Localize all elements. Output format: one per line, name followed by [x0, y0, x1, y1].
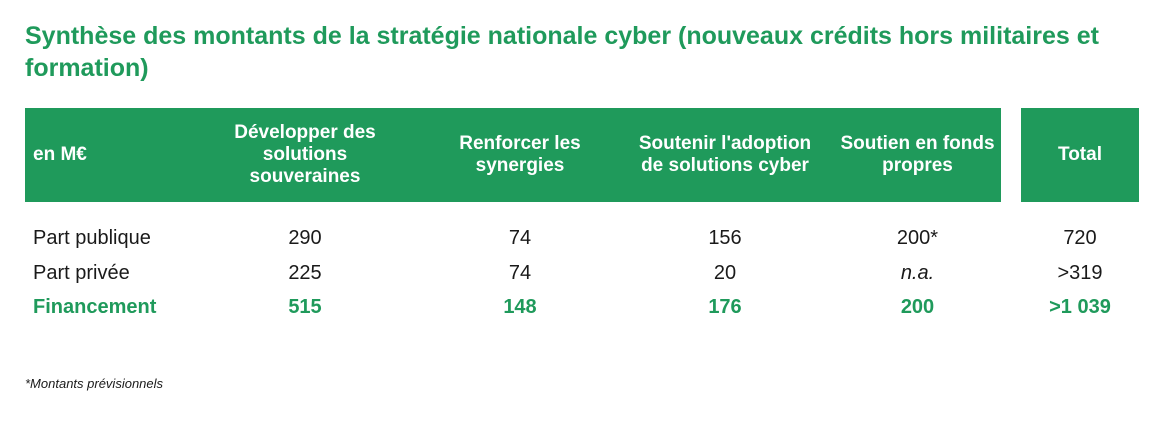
table-row: Part publique 290 74 156 200* 720	[0, 221, 1164, 255]
header-solutions-souveraines: Développer des solutions souveraines	[234, 122, 376, 187]
footnote: *Montants prévisionnels	[25, 376, 164, 391]
table-header-bar: en M€ Développer des solutions souverain…	[25, 108, 1001, 202]
header-unit: en M€	[33, 144, 87, 165]
row-label: Financement	[33, 295, 157, 318]
table-header-total: Total	[1021, 108, 1139, 202]
cell-col4: 200*	[896, 226, 939, 249]
cell-total: >319	[1057, 261, 1103, 284]
cell-col3: 156	[708, 226, 742, 249]
cell-total: >1 039	[1049, 295, 1111, 318]
header-synergies: Renforcer les synergies	[459, 133, 581, 176]
cell-col4: 200	[900, 295, 935, 318]
row-label: Part publique	[33, 226, 151, 249]
cell-col4: n.a.	[900, 261, 935, 284]
header-fonds-propres: Soutien en fonds propres	[840, 133, 995, 176]
header-total: Total	[1058, 144, 1102, 165]
cell-col1: 290	[288, 226, 322, 249]
header-adoption: Soutenir l'adoption de solutions cyber	[638, 133, 812, 176]
cell-col1: 225	[288, 261, 322, 284]
row-label: Part privée	[33, 261, 130, 284]
table-row: Part privée 225 74 20 n.a. >319	[0, 256, 1164, 290]
page-title: Synthèse des montants de la stratégie na…	[25, 22, 1099, 82]
cell-col2: 74	[508, 226, 532, 249]
table-row-total: Financement 515 148 176 200 >1 039	[0, 290, 1164, 324]
cell-total: 720	[1063, 226, 1097, 249]
cell-col3: 176	[708, 295, 742, 318]
cell-col1: 515	[288, 295, 322, 318]
cell-col2: 148	[503, 295, 537, 318]
cell-col2: 74	[508, 261, 532, 284]
cell-col3: 20	[713, 261, 737, 284]
